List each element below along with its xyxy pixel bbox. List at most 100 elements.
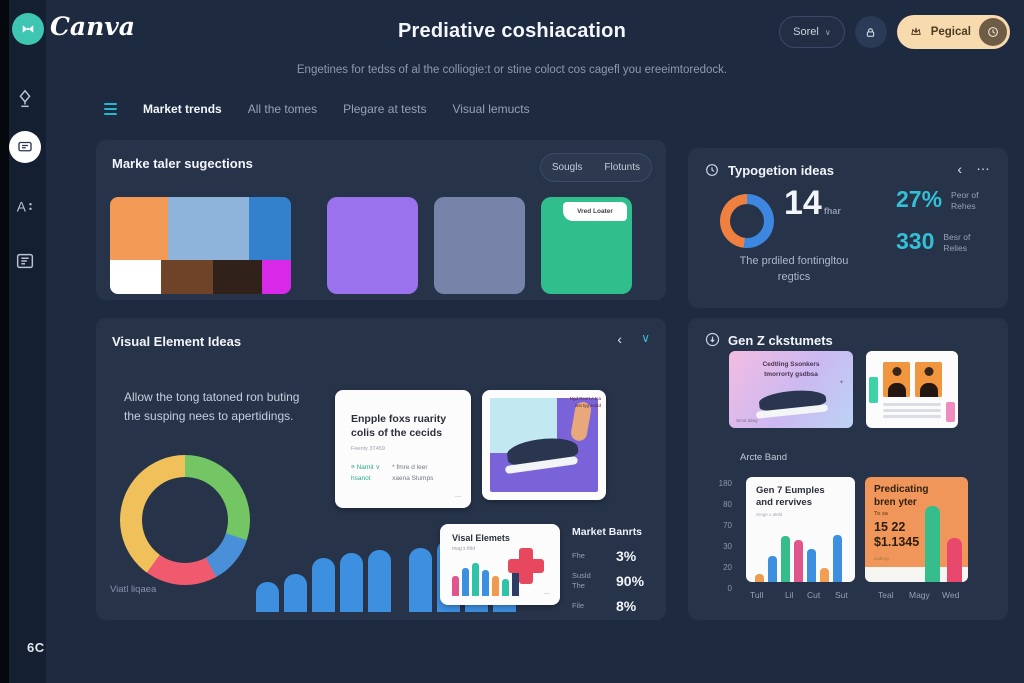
brand-wordmark: Canva — [50, 12, 135, 41]
sidebar: A — [0, 0, 46, 683]
note-col-left: ≡ Namit ∨ hsanot — [351, 464, 381, 483]
mini-card-title: Visal Elemets — [452, 533, 510, 543]
palette-cell — [167, 197, 250, 261]
bar — [452, 576, 459, 596]
promo-corner-text: Smot tdray — [736, 418, 758, 423]
bar — [256, 582, 279, 612]
bar — [482, 570, 489, 596]
svg-text:A: A — [17, 200, 27, 215]
prediction-chart-card[interactable]: Predicating bren yter To sa 15 22 $1.134… — [865, 477, 968, 582]
history-clock-button[interactable] — [979, 18, 1007, 46]
typography-icon[interactable]: A — [14, 196, 36, 218]
donut-label: Viatl liqaea — [110, 584, 157, 595]
chevron-left-icon[interactable]: ‹ — [957, 161, 962, 177]
canva-logo[interactable] — [12, 13, 44, 45]
tab-visual-lemucts[interactable]: Visual lemucts — [452, 102, 530, 116]
font-count-value: 14 — [784, 184, 822, 222]
chart-card-meta: sadtrop — [874, 556, 890, 561]
note-col-right: * fmre d leer xaena Slumps — [392, 464, 434, 483]
chevron-left-icon[interactable]: ‹ — [617, 331, 622, 347]
palette-cell — [110, 197, 168, 261]
y-axis-ticks: 180 80 70 30 20 0 — [718, 479, 732, 593]
note-title: Enpple foxs ruarity colis of the cecids — [351, 413, 447, 440]
bar — [492, 576, 499, 596]
pink-accent-shape — [946, 402, 955, 422]
sneaker-artwork — [490, 398, 598, 492]
card-title: Visual Element Ideas — [112, 334, 242, 349]
tab-plegare-at-tests[interactable]: Plegare at tests — [343, 102, 427, 116]
sort-button[interactable]: Sorel ∨ — [779, 16, 845, 48]
bar — [925, 506, 940, 582]
white-strip — [865, 567, 968, 582]
note-suggestion-card[interactable]: Enpple foxs ruarity colis of the cecids … — [335, 390, 471, 508]
sneaker-promo-card[interactable]: Cedtling Ssonkers tmorrorty gsdbsa Smot … — [729, 351, 853, 428]
stat-row: Susld The 90% — [572, 571, 662, 591]
segment-sougls[interactable]: Sougls — [551, 162, 583, 173]
stat-label: File — [572, 601, 585, 611]
x-axis-tick: Tull — [750, 590, 764, 600]
corner-label: 6C — [27, 640, 45, 655]
typography-ideas-card: Typogetion ideas ‹ … 14 fhar The prdiled… — [688, 148, 1008, 308]
more-menu-icon[interactable]: … — [976, 157, 990, 173]
card-title: Marke taler sugections — [112, 156, 253, 171]
edge-strip — [0, 0, 9, 683]
x-axis-tick: Sut — [835, 590, 848, 600]
slate-swatch-tile[interactable] — [434, 197, 525, 294]
chart-card-meta: Smge x aMld — [756, 512, 783, 517]
promo-caption: Cedtling Ssonkers tmorrorty gsdbsa — [762, 361, 820, 379]
donut-hole — [142, 477, 228, 563]
tab-market-trends[interactable]: Market trends — [143, 102, 222, 116]
crown-icon — [911, 27, 921, 35]
pro-upgrade-button[interactable]: Pegical — [896, 15, 1010, 49]
mini-card-meta: mag x thld — [452, 546, 476, 552]
bar — [462, 568, 469, 596]
note-corner-mark: — — [455, 494, 461, 500]
sneaker-suggestion-card[interactable]: Ngd Resrt A tca wst tyg ssdtd — [482, 390, 606, 500]
palette-swatch-tile[interactable] — [110, 197, 291, 294]
collapse-icon[interactable]: ∨ — [641, 331, 650, 345]
tab-bar: Market trends All the tomes Plegare at t… — [104, 102, 530, 116]
typo-stats: 27% Peor of Rehes 330 Besr of Relies — [896, 186, 978, 255]
panel-layout-icon[interactable] — [14, 250, 36, 272]
stat-value: 3% — [616, 548, 637, 564]
hamburger-icon[interactable] — [104, 102, 117, 116]
visual-element-ideas-card: Visual Element Ideas ‹ ∨ Allow the tong … — [96, 318, 666, 620]
gen7-chart-card[interactable]: Gen 7 Eumples and rervives Smge x aMld — [746, 477, 855, 582]
design-kite-icon[interactable] — [14, 88, 36, 110]
purple-swatch-tile[interactable] — [327, 197, 418, 294]
font-count-unit: fhar — [823, 206, 841, 216]
chat-icon — [18, 141, 32, 152]
mini-chart-suggestion-card[interactable]: Visal Elemets mag x thld — — [440, 524, 560, 605]
bar — [781, 536, 790, 582]
bar — [755, 574, 764, 582]
tab-all-the-tomes[interactable]: All the tomes — [247, 102, 318, 116]
stat-label: Besr of Relies — [943, 232, 971, 254]
placeholder-text-lines — [883, 403, 941, 421]
people-promo-card[interactable] — [866, 351, 958, 428]
bar — [794, 540, 803, 582]
bar — [947, 538, 962, 582]
stat-row: 330 Besr of Relies — [896, 228, 978, 255]
bar — [807, 549, 816, 582]
page-subtitle: Engetines for tedss of al the colliogie:… — [296, 64, 728, 76]
bar — [512, 565, 519, 596]
clock-icon — [988, 27, 998, 37]
sort-label: Sorel — [793, 26, 819, 38]
palette-cell — [213, 260, 263, 294]
stat-label: Peor of Rehes — [951, 190, 979, 212]
category-donut-chart — [120, 455, 250, 585]
page-title: Prediative coshiacation — [397, 20, 627, 42]
card-title: Gen Z ckstumets — [728, 333, 833, 348]
lock-button[interactable] — [854, 16, 887, 48]
stat-value: 330 — [896, 228, 935, 254]
segment-flotunts[interactable]: Flotunts — [604, 162, 640, 173]
swatch-tag: Vred Loater — [563, 202, 627, 221]
bar — [409, 548, 432, 612]
chart-card-subtitle: To sa — [874, 511, 888, 517]
sidebar-item-chat-active[interactable] — [9, 131, 41, 163]
green-swatch-tile[interactable]: Vred Loater — [541, 197, 632, 294]
bar — [368, 550, 391, 612]
band-label: Arcte Band — [740, 452, 787, 463]
circle-arrow-down-icon — [705, 332, 720, 347]
